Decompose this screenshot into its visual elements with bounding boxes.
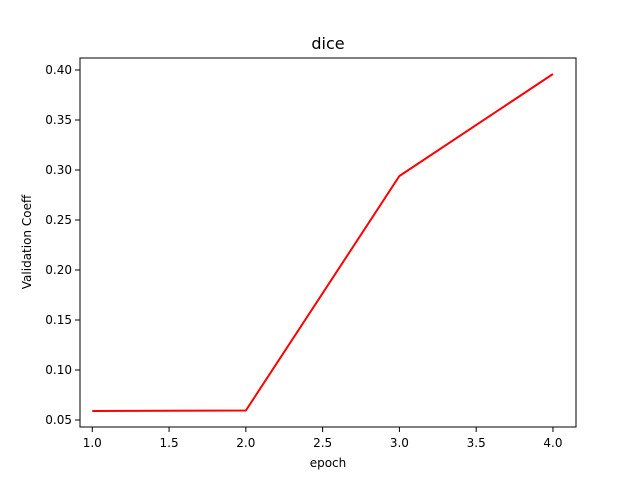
series-line [92, 73, 554, 412]
x-axis-tick-label: 1.5 [160, 436, 179, 450]
y-axis-tick-label: 0.35 [45, 113, 72, 127]
y-axis-label: Validation Coeff [20, 194, 34, 289]
y-axis-tick-label: 0.25 [45, 213, 72, 227]
y-axis-tick-label: 0.30 [45, 163, 72, 177]
x-axis-tick-label: 4.0 [543, 436, 562, 450]
x-axis-tick-label: 2.5 [313, 436, 332, 450]
axes-frame [79, 57, 577, 428]
x-axis-label: epoch [310, 456, 347, 470]
x-axis-tick-label: 2.0 [236, 436, 255, 450]
plot-area [79, 57, 577, 428]
y-axis-tick-label: 0.40 [45, 63, 72, 77]
y-axis-tick-label: 0.20 [45, 263, 72, 277]
x-axis-tick-label: 3.5 [467, 436, 486, 450]
y-axis-tick-label: 0.05 [45, 413, 72, 427]
x-axis-tick-label: 1.0 [83, 436, 102, 450]
chart-title: dice [311, 34, 344, 53]
y-axis-tick-label: 0.10 [45, 363, 72, 377]
y-axis-ticks: 0.05 0.10 0.15 0.20 0.25 0.30 0.35 0.40 [45, 63, 80, 427]
x-axis-tick-label: 3.0 [390, 436, 409, 450]
y-axis-tick-label: 0.15 [45, 313, 72, 327]
x-axis-ticks: 1.0 1.5 2.0 2.5 3.0 3.5 4.0 [83, 427, 563, 450]
